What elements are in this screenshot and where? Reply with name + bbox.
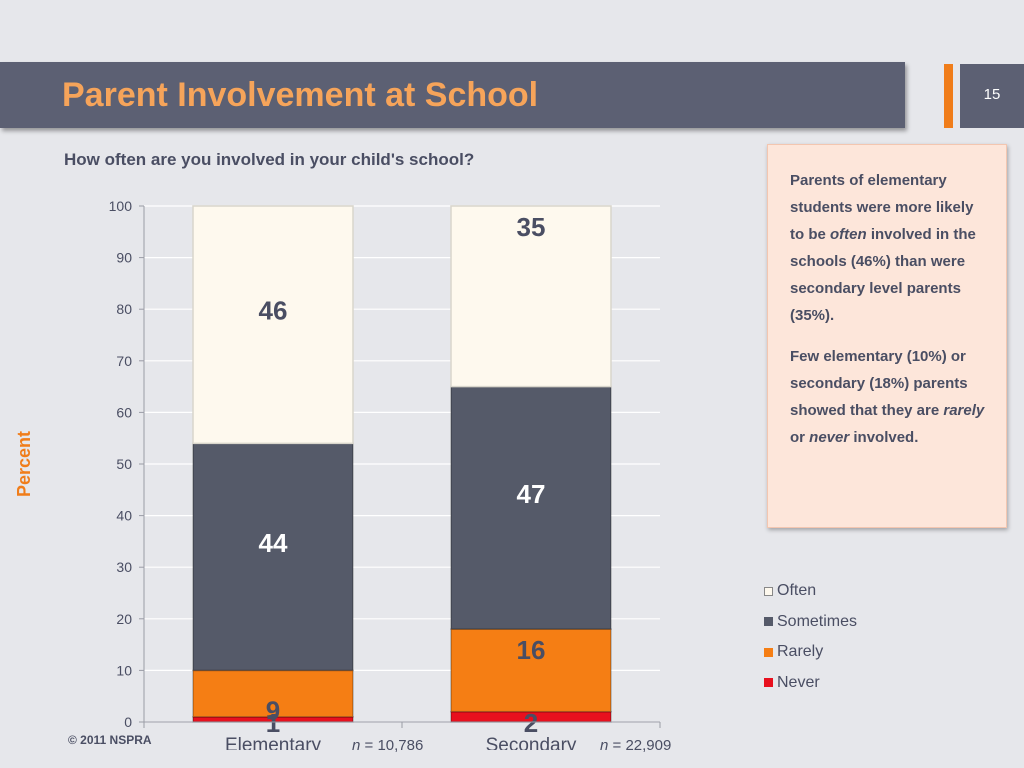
data-label-rarely-secondary: 16 bbox=[517, 635, 546, 665]
bar-segment-often-secondary bbox=[450, 205, 612, 388]
stacked-bar-chart: 0 10 20 30 40 50 60 70 80 90 100 19 44 46 2 16 47 35 Ele… bbox=[109, 198, 661, 750]
bar-segment-sometimes-secondary bbox=[450, 385, 612, 630]
n-elementary-symbol: n bbox=[352, 737, 361, 754]
legend-item-never: Never bbox=[764, 668, 857, 699]
data-label-sometimes-secondary: 47 bbox=[517, 479, 546, 509]
y-tick-label: 50 bbox=[116, 456, 132, 472]
n-secondary: n = 22,909 bbox=[600, 737, 671, 754]
chart-question: How often are you involved in your child… bbox=[64, 150, 475, 169]
page-number-box: 15 bbox=[960, 64, 1024, 128]
legend-item-often: Often bbox=[764, 576, 857, 607]
callout-text: or bbox=[790, 429, 810, 446]
n-secondary-value: = 22,909 bbox=[608, 737, 672, 754]
chart-legend: Often Sometimes Rarely Never bbox=[764, 576, 857, 698]
y-tick-label: 90 bbox=[116, 250, 132, 266]
callout-text: involved. bbox=[849, 429, 919, 446]
summary-callout: Parents of elementary students were more… bbox=[767, 144, 1007, 528]
y-tick-label: 40 bbox=[116, 508, 132, 524]
x-category-label-secondary: Secondary bbox=[486, 735, 577, 750]
bar-segment-often-elementary bbox=[192, 205, 354, 445]
data-label-never-secondary: 2 bbox=[524, 708, 538, 738]
y-tick-label: 10 bbox=[116, 662, 132, 678]
y-tick-label: 60 bbox=[116, 404, 132, 420]
copyright-footer: © 2011 NSPRA bbox=[68, 733, 152, 747]
x-category-label-elementary: Elementary bbox=[225, 735, 322, 750]
callout-text: involved in the schools (46%) than were … bbox=[790, 226, 976, 324]
legend-label-sometimes: Sometimes bbox=[777, 612, 858, 630]
legend-item-sometimes: Sometimes bbox=[764, 607, 857, 638]
y-tick-labels: 0 10 20 30 40 50 60 70 80 90 100 bbox=[109, 198, 133, 730]
legend-swatch-sometimes bbox=[764, 617, 773, 627]
callout-emphasis-never: never bbox=[809, 429, 850, 446]
bar-segment-rarely-secondary bbox=[450, 628, 612, 713]
data-label-rarely-elementary: 9 bbox=[266, 696, 280, 726]
y-tick-label: 80 bbox=[116, 301, 132, 317]
y-tick-label: 20 bbox=[116, 611, 132, 627]
callout-paragraph-1: Parents of elementary students were more… bbox=[790, 167, 986, 329]
y-tick-label: 100 bbox=[109, 198, 133, 214]
legend-label-never: Never bbox=[777, 673, 820, 691]
accent-bar bbox=[944, 64, 953, 128]
title-bar: Parent Involvement at School bbox=[0, 62, 905, 128]
legend-label-rarely: Rarely bbox=[777, 643, 824, 661]
x-axis: Elementary Secondary bbox=[143, 206, 661, 750]
legend-swatch-never bbox=[764, 678, 773, 688]
callout-emphasis-rarely: rarely bbox=[943, 402, 985, 419]
legend-swatch-rarely bbox=[764, 647, 773, 657]
legend-swatch-often bbox=[764, 586, 773, 596]
callout-paragraph-2: Few elementary (10%) or secondary (18%) … bbox=[790, 343, 986, 451]
callout-emphasis-often: often bbox=[830, 226, 867, 243]
legend-item-rarely: Rarely bbox=[764, 637, 857, 668]
data-labels: 19 44 46 2 16 47 35 bbox=[259, 212, 546, 738]
n-elementary: n = 10,786 bbox=[352, 737, 423, 754]
slide-title: Parent Involvement at School bbox=[62, 76, 539, 114]
page-number: 15 bbox=[983, 86, 1001, 103]
bars bbox=[192, 205, 612, 723]
data-label-often-secondary: 35 bbox=[517, 212, 546, 242]
bar-segment-rarely-elementary bbox=[192, 669, 354, 718]
legend-label-often: Often bbox=[777, 582, 817, 600]
n-elementary-value: = 10,786 bbox=[360, 737, 424, 754]
callout-text: Few elementary (10%) or secondary (18%) … bbox=[790, 348, 968, 419]
y-axis-title: Percent bbox=[14, 430, 34, 498]
bar-segment-sometimes-elementary bbox=[192, 442, 354, 672]
data-label-sometimes-elementary: 44 bbox=[259, 528, 288, 558]
callout-text: Parents of elementary students were more… bbox=[790, 172, 974, 243]
y-tick-label: 0 bbox=[124, 714, 132, 730]
data-label-never-elementary: 1 bbox=[266, 708, 280, 738]
y-tick-label: 70 bbox=[116, 353, 132, 369]
data-label-often-elementary: 46 bbox=[259, 296, 288, 326]
y-tick-label: 30 bbox=[116, 559, 132, 575]
n-secondary-symbol: n bbox=[600, 737, 609, 754]
